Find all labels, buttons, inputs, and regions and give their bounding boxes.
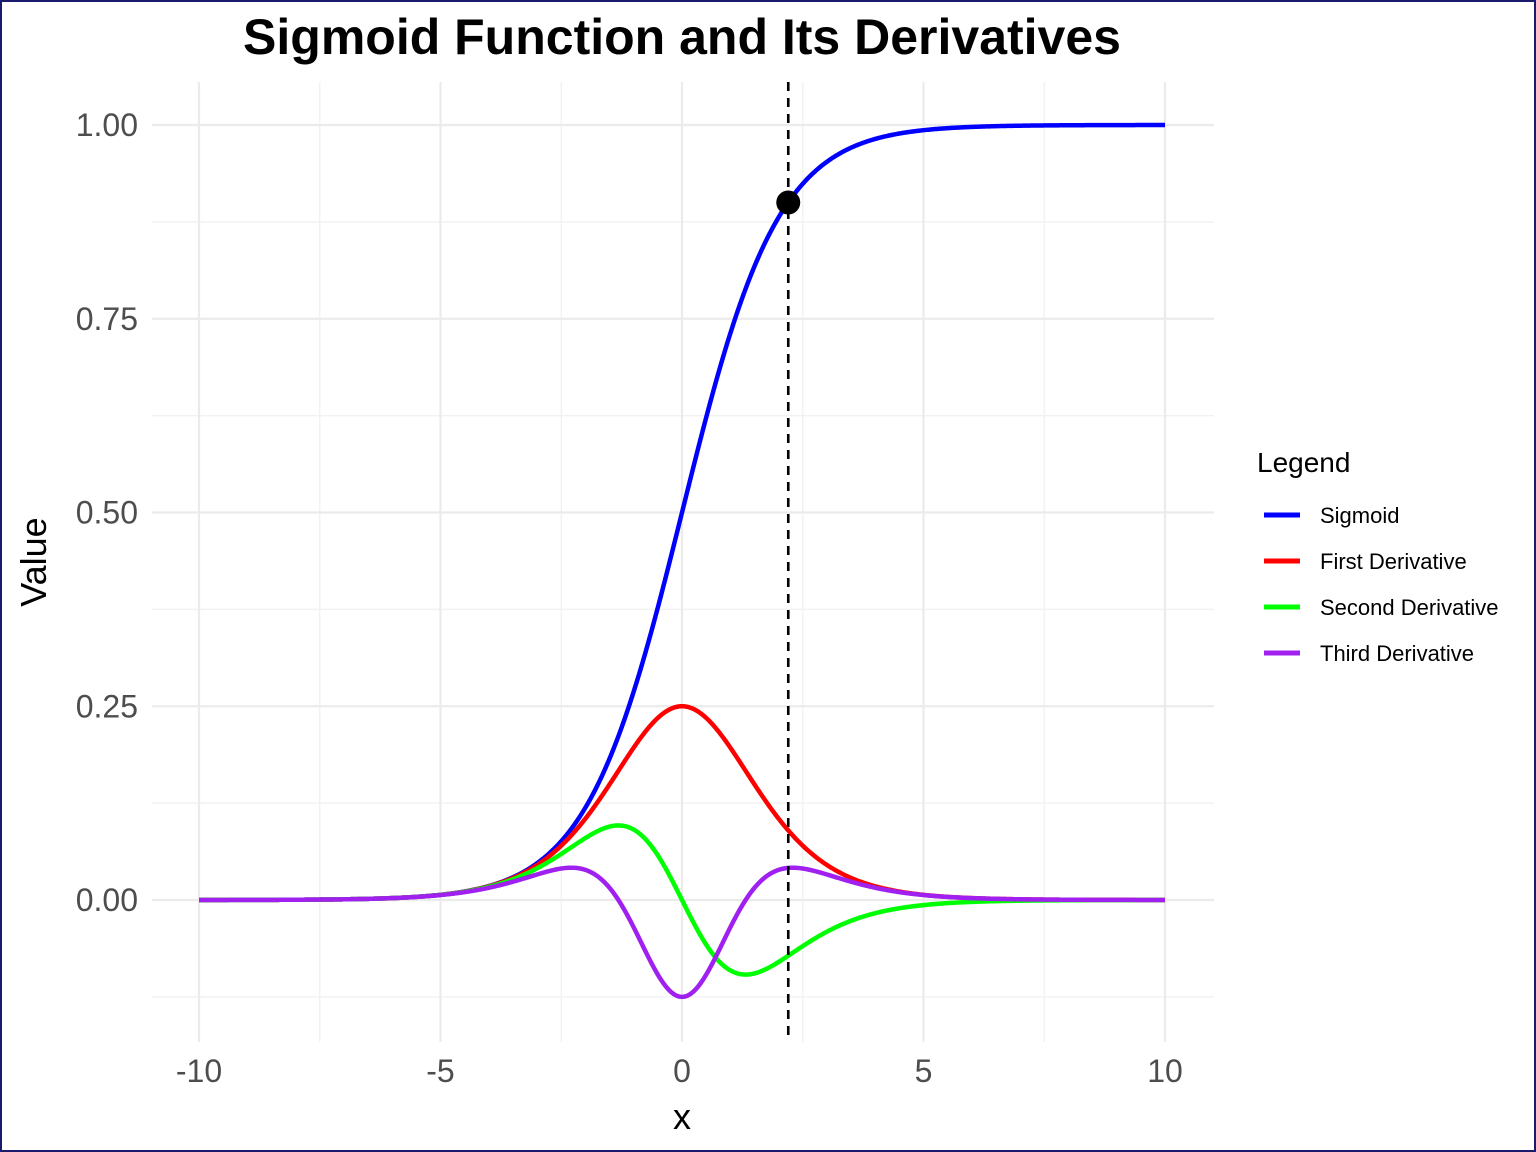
chart-title: Sigmoid Function and Its Derivatives (243, 9, 1121, 65)
x-tick-label: 10 (1147, 1053, 1183, 1089)
x-tick-label: -5 (426, 1053, 454, 1089)
x-tick-label: -10 (176, 1053, 222, 1089)
x-tick-label: 0 (673, 1053, 691, 1089)
legend-label: First Derivative (1320, 549, 1467, 574)
y-tick-label: 0.25 (76, 688, 138, 724)
series-line-third-derivative (197, 865, 1167, 1000)
x-axis-label: x (673, 1096, 691, 1137)
y-tick-label: 1.00 (76, 107, 138, 143)
series-layer (197, 122, 1167, 1000)
y-tick-label: 0.50 (76, 495, 138, 531)
legend-title: Legend (1257, 447, 1350, 478)
legend-items: Sigmoid First Derivative Second Derivative… (1264, 503, 1499, 666)
highlight-point (776, 190, 801, 215)
legend-label: Second Derivative (1320, 595, 1499, 620)
legend-label: Third Derivative (1320, 641, 1474, 666)
y-tick-label: 0.00 (76, 882, 138, 918)
tick-layer: -10 -5 0 5 10 0.00 0.25 0.50 0.75 1.00 (76, 107, 1183, 1089)
legend-label: Sigmoid (1320, 503, 1399, 528)
y-tick-label: 0.75 (76, 301, 138, 337)
y-axis-label: Value (13, 517, 54, 606)
legend: Legend Sigmoid First Derivative Second Der… (1257, 447, 1499, 666)
x-tick-label: 5 (915, 1053, 933, 1089)
annotation-layer (776, 82, 801, 1042)
